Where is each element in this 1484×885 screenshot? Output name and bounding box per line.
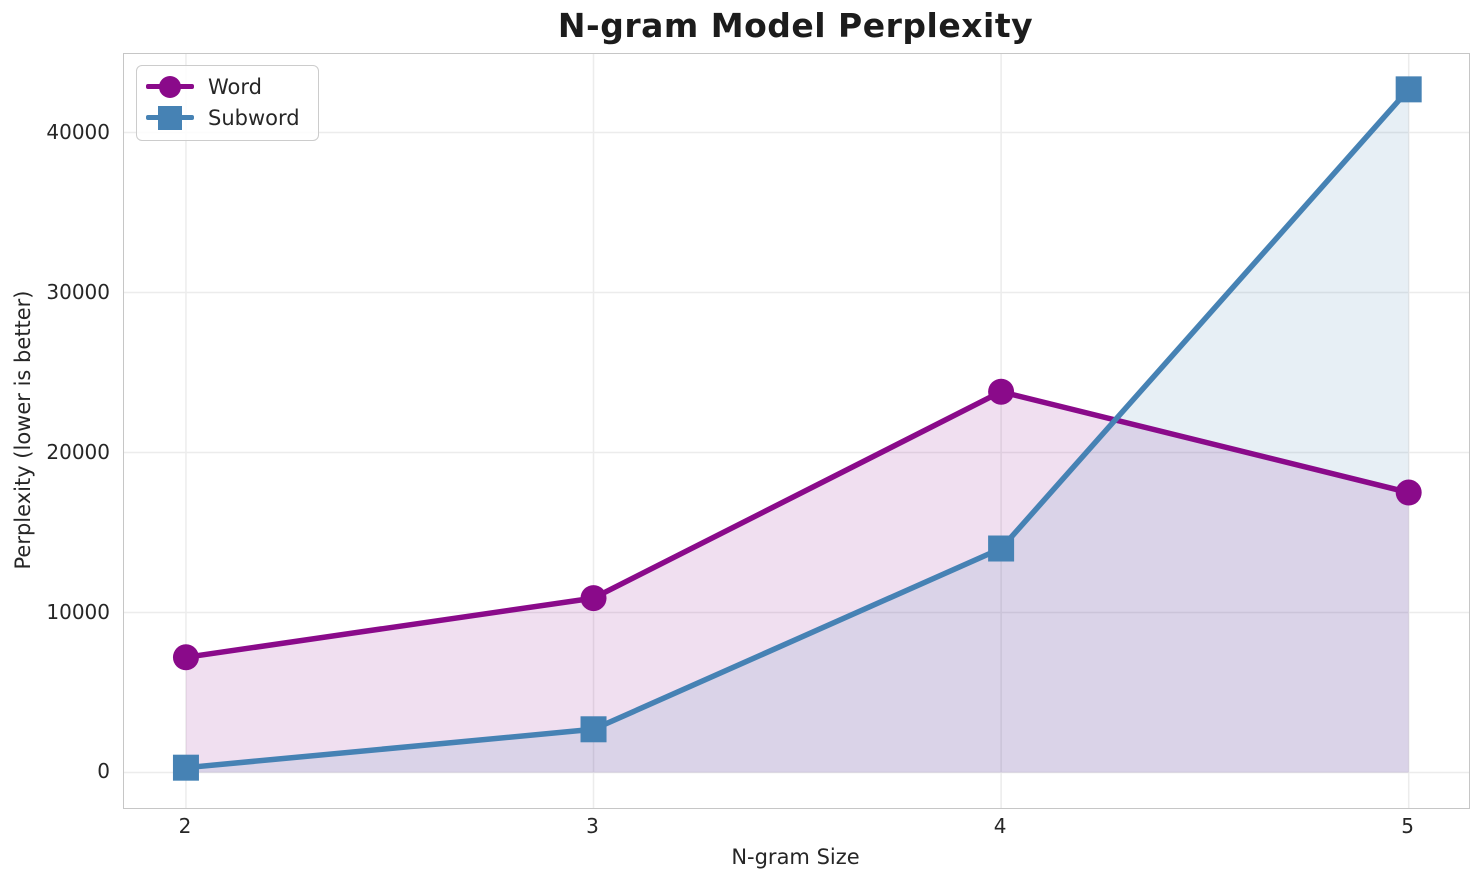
data-point-subword — [580, 716, 607, 743]
square-marker-icon — [158, 105, 182, 130]
x-tick-label: 4 — [993, 814, 1007, 838]
legend-item-word: Word — [146, 71, 300, 102]
legend-label: Word — [208, 74, 262, 99]
y-tick-label: 40000 — [46, 119, 110, 144]
data-point-word — [1395, 479, 1422, 506]
legend: Word Subword — [136, 65, 319, 141]
legend-sample — [146, 73, 194, 101]
data-point-word — [988, 378, 1015, 405]
y-tick-label: 10000 — [46, 599, 110, 624]
data-point-subword — [988, 535, 1015, 562]
legend-label: Subword — [208, 105, 300, 130]
data-point-word — [172, 644, 199, 671]
series-area-word — [185, 391, 1409, 773]
x-axis-label: N-gram Size — [731, 845, 860, 869]
chart-canvas — [124, 54, 1469, 808]
circle-marker-icon — [159, 75, 181, 98]
chart-title: N-gram Model Perplexity — [557, 6, 1034, 45]
x-tick-label: 2 — [178, 814, 192, 838]
y-tick-label: 0 — [97, 759, 110, 784]
data-point-subword — [172, 754, 199, 781]
series-line-word — [183, 388, 1412, 661]
series-line-subword — [183, 86, 1412, 771]
y-tick-label: 30000 — [46, 279, 110, 304]
legend-sample — [146, 104, 194, 132]
y-axis-label: Perplexity (lower is better) — [11, 290, 35, 570]
series-area-subword — [185, 89, 1409, 773]
data-point-word — [580, 585, 607, 612]
x-tick-label: 3 — [586, 814, 599, 838]
legend-item-subword: Subword — [146, 102, 300, 133]
x-tick-label: 5 — [1401, 814, 1415, 838]
data-point-subword — [1395, 76, 1422, 103]
plot-area: Word Subword — [123, 53, 1470, 809]
y-tick-label: 20000 — [46, 439, 110, 464]
